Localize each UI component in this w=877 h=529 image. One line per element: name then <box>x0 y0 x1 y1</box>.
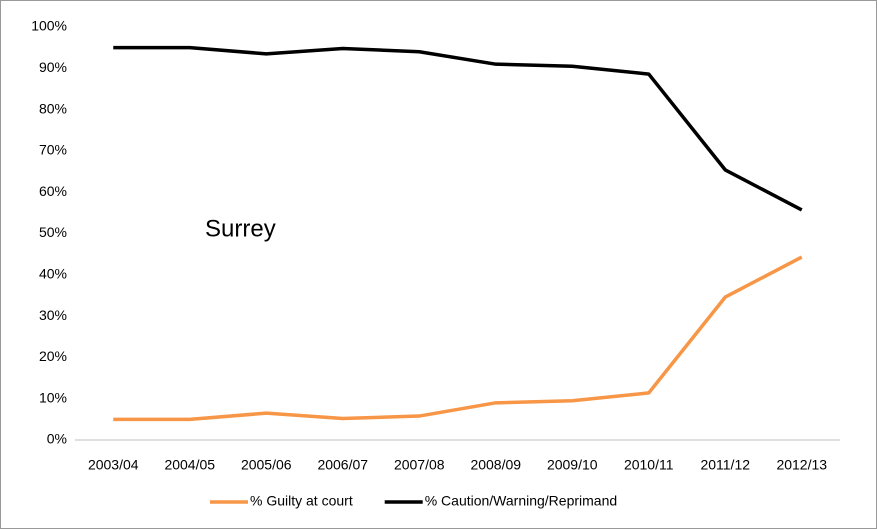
x-tick-label: 2003/04 <box>88 457 139 473</box>
x-tick-label: 2010/11 <box>624 457 674 473</box>
x-tick-label: 2012/13 <box>776 457 827 473</box>
y-tick-label: 20% <box>39 348 67 364</box>
y-tick-label: 100% <box>31 18 67 34</box>
x-tick-label: 2007/08 <box>394 457 445 473</box>
y-tick-label: 80% <box>39 100 67 116</box>
x-tick-label: 2008/09 <box>470 457 521 473</box>
y-tick-label: 0% <box>47 431 67 447</box>
y-tick-label: 90% <box>39 59 67 75</box>
x-tick-label: 2006/07 <box>317 457 368 473</box>
annotation: Surrey <box>205 215 276 242</box>
y-tick-label: 70% <box>39 142 67 158</box>
x-tick-label: 2011/12 <box>700 457 750 473</box>
series-line <box>113 255 803 422</box>
y-tick-label: 60% <box>39 183 67 199</box>
legend-label: % Guilty at court <box>250 493 353 509</box>
y-tick-label: 10% <box>39 389 67 405</box>
legend-label: % Caution/Warning/Reprimand <box>425 493 617 509</box>
y-tick-label: 30% <box>39 307 67 323</box>
y-tick-label: 40% <box>39 266 67 282</box>
x-tick-label: 2004/05 <box>164 457 215 473</box>
x-tick-label: 2009/10 <box>547 457 598 473</box>
series-line <box>113 45 803 212</box>
x-tick-label: 2005/06 <box>241 457 292 473</box>
y-tick-label: 50% <box>39 224 67 240</box>
